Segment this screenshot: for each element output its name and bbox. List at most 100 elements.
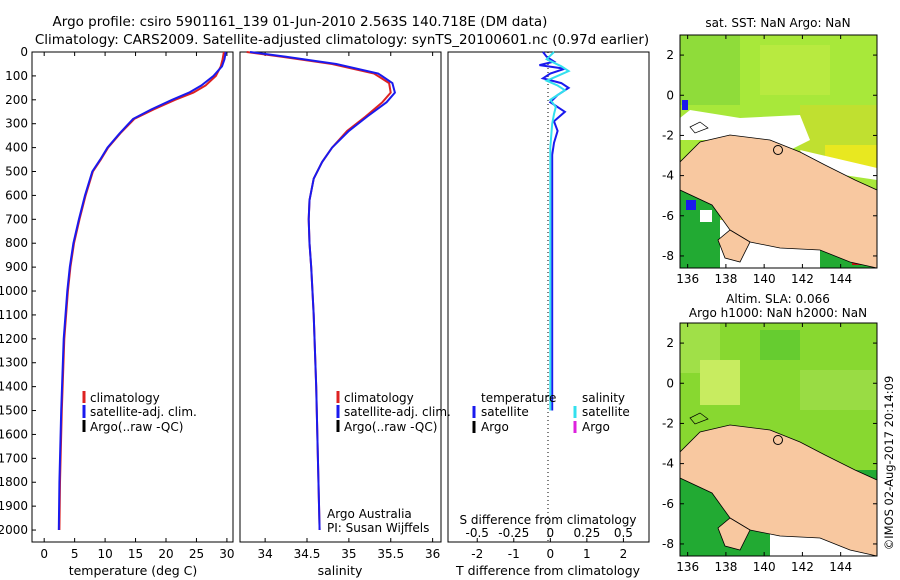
difference-panel: -2 -1 0 1 2 -0.5 -0.25 0 0.25 0.5 S difference fr…: [447, 51, 650, 578]
depth-tick-label: 300: [5, 117, 28, 131]
sst-patch: [760, 45, 830, 95]
legend-label-climatology: climatology: [344, 391, 414, 405]
series-line-satellite-adj-clim-: [249, 51, 397, 531]
depth-tick-label: 0: [20, 45, 28, 59]
salinity-lines: [246, 51, 397, 531]
new-guinea-land: [680, 134, 877, 268]
depth-tick-label: 1100: [0, 308, 28, 322]
lat-tick-label: -6: [662, 209, 674, 223]
legend-label-satellite: satellite-adj. clim.: [344, 405, 451, 419]
legend-label-argo: Argo(..raw -QC): [90, 420, 183, 434]
sst-cold-pixel: [682, 100, 688, 110]
depth-axis: 0 100 200 300 400 500 600 700 800 900 1000 1100 1200…: [0, 45, 36, 537]
lon-tick-label: 138: [714, 272, 737, 286]
sst-missing-data: [700, 210, 712, 222]
sla-patch: [760, 330, 800, 360]
argo-float-marker: [773, 435, 783, 445]
temperature-axes-frame: [31, 51, 234, 543]
temperature-panel: 0100200300400500600700800900100011001200…: [0, 45, 235, 578]
temperature-tick-label: 10: [97, 547, 112, 561]
temperature-xlabel: temperature (deg C): [69, 563, 198, 578]
sla-map-frame: [679, 322, 878, 557]
depth-tick-label: 200: [5, 93, 28, 107]
sst-map-title: sat. SST: NaN Argo: NaN: [705, 16, 850, 30]
difference-tick-label: 0: [547, 547, 555, 561]
series-line-climatology: [58, 51, 225, 531]
lon-tick-label: 136: [676, 272, 699, 286]
temperature-tick-label: 0: [40, 547, 48, 561]
salinity-axes-frame: [239, 51, 442, 543]
legend-label-climatology: climatology: [90, 391, 160, 405]
temperature-tick-label: 30: [219, 547, 234, 561]
imos-timestamp: ©IMOS 02-Aug-2017 20:14:09: [882, 376, 896, 551]
difference-tick-label: 2: [620, 547, 628, 561]
figure-title-line1: Argo profile: csiro 5901161_139 01-Jun-2…: [53, 14, 548, 30]
depth-tick-label: 1000: [0, 284, 28, 298]
t-difference-label: T difference from climatology: [455, 563, 641, 578]
pi-label: PI: Susan Wijffels: [327, 521, 429, 535]
temperature-lines: [57, 51, 227, 531]
argo-float-marker: [773, 145, 783, 155]
depth-tick-label: 1800: [0, 475, 28, 489]
temperature-tick-label: 20: [158, 547, 173, 561]
legend-label-sal-argo: Argo: [582, 420, 610, 434]
s-difference-tick-label: 0.25: [574, 526, 601, 540]
lon-tick-label: 144: [829, 560, 852, 574]
depth-tick-label: 1500: [0, 404, 28, 418]
lat-tick-label: -2: [662, 128, 674, 142]
lat-tick-label: -4: [662, 169, 674, 183]
sst-missing-data: [800, 150, 877, 180]
legend-label-temp-argo: Argo: [481, 420, 509, 434]
depth-tick-label: 1300: [0, 356, 28, 370]
lat-tick-label: -8: [662, 249, 674, 263]
depth-tick-label: 900: [5, 260, 28, 274]
s-difference-label: S difference from climatology: [460, 513, 637, 527]
difference-tick-label: -1: [508, 547, 520, 561]
depth-tick-label: 1200: [0, 332, 28, 346]
salinity-tick-label: 34.5: [294, 547, 321, 561]
lat-tick-label: -8: [662, 537, 674, 551]
depth-tick-label: 1900: [0, 499, 28, 513]
depth-tick-label: 500: [5, 165, 28, 179]
sst-map-axes: 136 138 140 142 144 2 0 -2 -4 -6 -8: [662, 35, 877, 286]
depth-tick-label: 800: [5, 236, 28, 250]
sst-patch: [680, 35, 740, 105]
salinity-tick-label: 35: [341, 547, 356, 561]
lon-tick-label: 140: [753, 272, 776, 286]
lon-tick-label: 138: [714, 560, 737, 574]
temperature-legend: climatology satellite-adj. clim. Argo(..…: [82, 391, 197, 434]
difference-legend: temperature satellite Argo salinity sate…: [472, 391, 630, 434]
legend-label-sal-satellite: satellite: [582, 405, 630, 419]
land-peninsula: [717, 517, 751, 551]
lat-tick-label: 0: [666, 376, 674, 390]
depth-tick-label: 600: [5, 188, 28, 202]
lat-tick-label: -4: [662, 457, 674, 471]
lon-tick-label: 140: [753, 560, 776, 574]
sst-cold-pixel: [686, 200, 696, 210]
difference-lines: [539, 51, 571, 411]
s-difference-tick-label: 0: [547, 526, 555, 540]
sla-map-axes: 136 138 140 142 144 2 0 -2 -4 -6 -8: [662, 323, 877, 574]
sla-map-image: [680, 323, 877, 556]
lon-tick-label: 142: [791, 560, 814, 574]
s-difference-tick-label: 0.5: [614, 526, 633, 540]
depth-tick-label: 1600: [0, 427, 28, 441]
figure-title-line2: Climatology: CARS2009. Satellite-adjuste…: [35, 32, 649, 48]
depth-tick-label: 1400: [0, 380, 28, 394]
series-line-salinity-satellite: [544, 51, 571, 411]
depth-tick-label: 400: [5, 141, 28, 155]
depth-tick-label: 1700: [0, 451, 28, 465]
lon-tick-label: 142: [791, 272, 814, 286]
depth-tick-label: 700: [5, 212, 28, 226]
difference-tick-label: 1: [583, 547, 591, 561]
lat-tick-label: 0: [666, 88, 674, 102]
lat-tick-label: 2: [666, 336, 674, 350]
salinity-tick-label: 35.5: [377, 547, 404, 561]
sla-map-panel: Altim. SLA: 0.066 Argo h1000: NaN h2000:…: [662, 292, 878, 574]
depth-tick-label: 2000: [0, 523, 28, 537]
temperature-tick-label: 15: [128, 547, 143, 561]
sla-map-title-line2: Argo h1000: NaN h2000: NaN: [689, 306, 867, 320]
temperature-x-axis: 0 5 10 15 20 25 30: [40, 52, 235, 561]
sla-patch: [800, 370, 877, 410]
